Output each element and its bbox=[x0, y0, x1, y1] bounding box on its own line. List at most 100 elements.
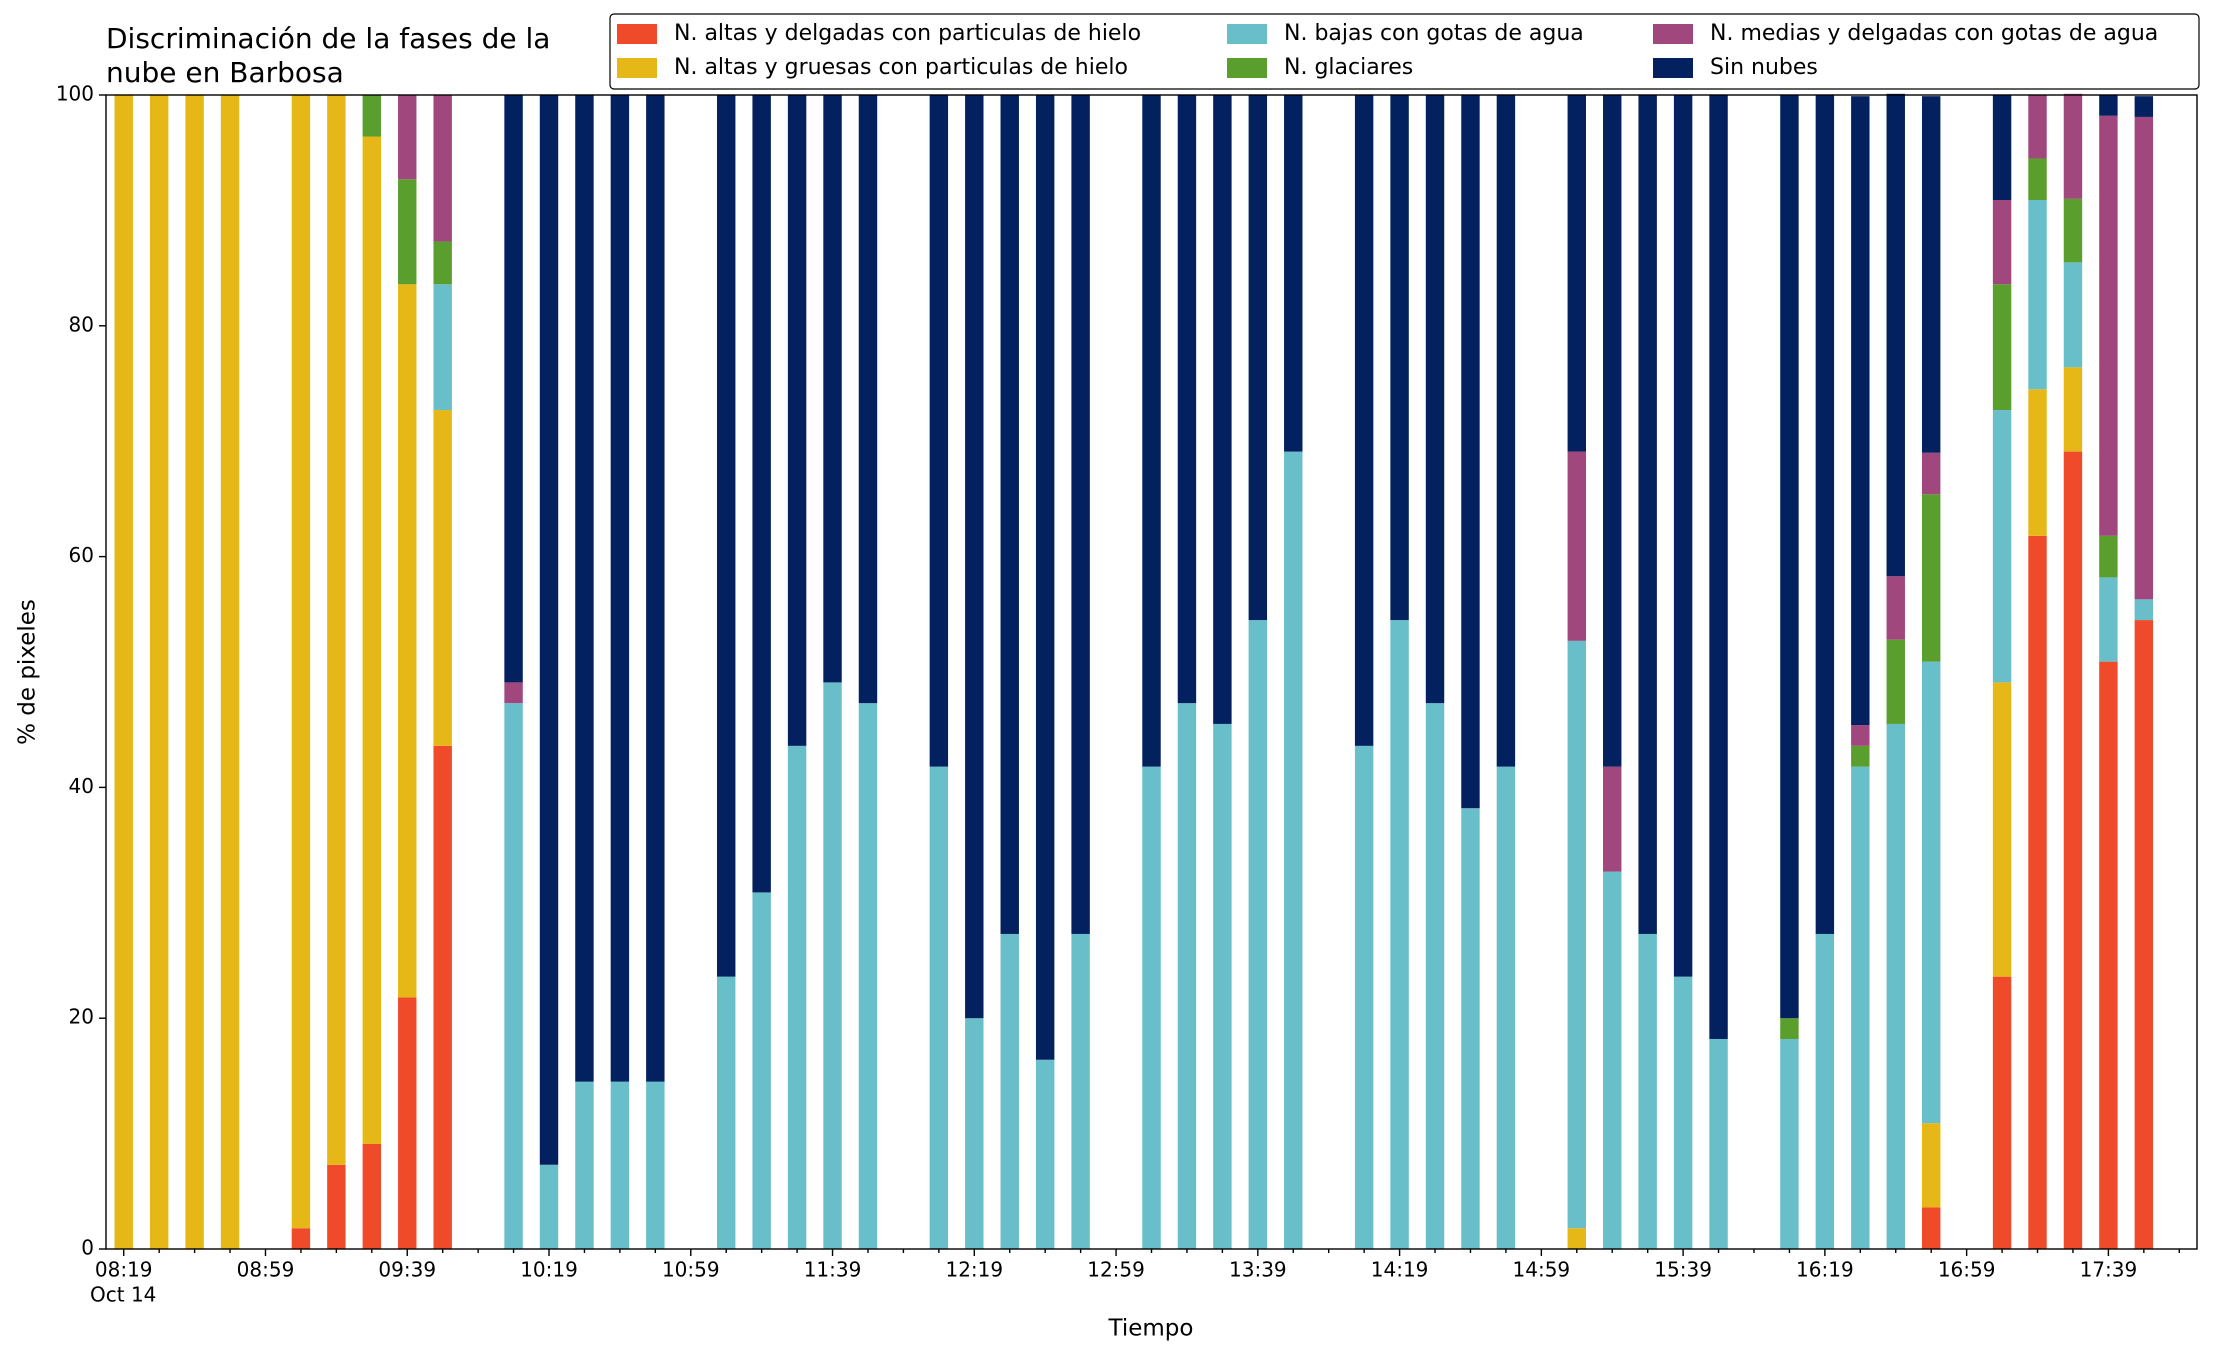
bar-segment bbox=[1248, 95, 1268, 621]
bar-segment bbox=[1709, 1038, 1728, 1249]
bar-segment bbox=[1567, 1228, 1587, 1249]
bar-segment bbox=[1851, 96, 1870, 726]
bar-segment bbox=[1780, 1038, 1799, 1249]
bar-segment bbox=[1071, 933, 1090, 1249]
bar-segment bbox=[1142, 766, 1161, 1249]
x-sublabel: Oct 14 bbox=[90, 1283, 156, 1307]
legend-label: N. medias y delgadas con gotas de agua bbox=[1710, 21, 2158, 46]
bar-segment bbox=[965, 1018, 984, 1249]
bar-segment bbox=[1425, 703, 1445, 1249]
bar-segment bbox=[1000, 95, 1019, 934]
bar-segment bbox=[2063, 451, 2083, 1249]
bar-segment bbox=[1390, 95, 1409, 621]
bar-segment bbox=[2028, 389, 2047, 536]
legend-swatch bbox=[1227, 58, 1267, 78]
x-axis-label: Tiempo bbox=[1108, 1316, 1194, 1342]
x-tick-label: 16:59 bbox=[1938, 1258, 1996, 1282]
plot-frame bbox=[105, 94, 2198, 1250]
bar-segment bbox=[575, 1081, 594, 1249]
bar-segment bbox=[1461, 808, 1480, 1249]
legend-swatch bbox=[617, 58, 657, 78]
bar-segment bbox=[2063, 93, 2083, 199]
legend-swatch bbox=[1227, 24, 1267, 44]
bar-segment bbox=[1354, 745, 1374, 1249]
bar-segment bbox=[149, 95, 169, 1249]
legend-label: N. bajas con gotas de agua bbox=[1284, 21, 1584, 46]
bar-segment bbox=[1354, 95, 1374, 746]
bar-segment bbox=[1638, 933, 1657, 1249]
bar-segment bbox=[1496, 95, 1516, 767]
legend-label: Sin nubes bbox=[1710, 55, 1818, 80]
bar-segment bbox=[433, 410, 452, 746]
legend-label: N. glaciares bbox=[1284, 55, 1413, 80]
bar-segment bbox=[1142, 95, 1161, 767]
bar-segment bbox=[2099, 535, 2118, 578]
bar-segment bbox=[291, 1228, 311, 1249]
x-tick-label: 12:19 bbox=[945, 1258, 1003, 1282]
bar-segment bbox=[1390, 620, 1409, 1249]
bar-segment bbox=[1603, 766, 1622, 872]
x-tick-label: 09:39 bbox=[378, 1258, 436, 1282]
bar-segment bbox=[291, 95, 311, 1229]
bar-segment bbox=[1673, 976, 1693, 1249]
bar-segment bbox=[1851, 766, 1870, 1249]
bar-segment bbox=[398, 179, 417, 285]
bar-segment bbox=[398, 284, 417, 998]
x-tick-label: 10:59 bbox=[662, 1258, 720, 1282]
bar-segment bbox=[1886, 93, 1905, 577]
bar-segment bbox=[1071, 95, 1090, 934]
bar-segment bbox=[646, 1081, 665, 1249]
bar-segment bbox=[1461, 95, 1480, 809]
bar-segment bbox=[539, 1164, 559, 1249]
bar-segment bbox=[2063, 198, 2083, 263]
bar-segment bbox=[1921, 661, 1941, 1124]
legend-label: N. altas y delgadas con particulas de hi… bbox=[674, 21, 1141, 46]
bar-segment bbox=[1992, 976, 2012, 1249]
bar-segment bbox=[1567, 451, 1587, 641]
legend-label: N. altas y gruesas con particulas de hie… bbox=[674, 55, 1128, 80]
bar-segment bbox=[504, 703, 523, 1249]
bar-segment bbox=[398, 997, 417, 1249]
bar-segment bbox=[823, 682, 842, 1249]
bar-segment bbox=[327, 1164, 346, 1249]
bar-segment bbox=[114, 95, 133, 1249]
bar-segment bbox=[1921, 452, 1941, 495]
y-axis-label: % de pixeles bbox=[15, 599, 41, 745]
bar-segment bbox=[610, 95, 630, 1082]
bar-segment bbox=[1284, 451, 1303, 1249]
bar-segment bbox=[1780, 1018, 1799, 1039]
bar-segment bbox=[1177, 95, 1197, 704]
bar-segment bbox=[929, 95, 949, 767]
bar-segment bbox=[1638, 95, 1657, 934]
bar-segment bbox=[433, 284, 452, 411]
bar-segment bbox=[1603, 871, 1622, 1249]
bar-segment bbox=[1921, 494, 1941, 662]
bar-segment bbox=[1992, 200, 2012, 285]
bar-segment bbox=[1886, 723, 1905, 1249]
bar-segment bbox=[1673, 95, 1693, 977]
bar-segment bbox=[716, 95, 736, 977]
bar-segment bbox=[646, 95, 665, 1082]
bar-segment bbox=[2028, 158, 2047, 201]
bar-segment bbox=[929, 766, 949, 1249]
bar-segment bbox=[362, 136, 382, 1144]
x-tick-label: 12:59 bbox=[1087, 1258, 1145, 1282]
bar-segment bbox=[185, 95, 204, 1249]
bar-segment bbox=[1921, 96, 1941, 453]
bar-segment bbox=[362, 1143, 382, 1249]
bar-segment bbox=[1000, 933, 1019, 1249]
bar-segment bbox=[1992, 682, 2012, 977]
x-tick-label: 14:19 bbox=[1371, 1258, 1429, 1282]
bar-segment bbox=[1815, 95, 1835, 934]
bar-segment bbox=[1425, 95, 1445, 704]
y-tick-label: 40 bbox=[69, 774, 94, 798]
bar-segment bbox=[1035, 1059, 1055, 1249]
bar-segment bbox=[1284, 95, 1303, 452]
bar-segment bbox=[1886, 576, 1905, 640]
y-tick-label: 80 bbox=[69, 312, 94, 336]
bar-segment bbox=[1567, 95, 1587, 452]
bar-segment bbox=[2099, 115, 2118, 536]
bar-segment bbox=[398, 95, 417, 180]
bar-segment bbox=[1851, 745, 1870, 767]
x-tick-label: 11:39 bbox=[804, 1258, 862, 1282]
